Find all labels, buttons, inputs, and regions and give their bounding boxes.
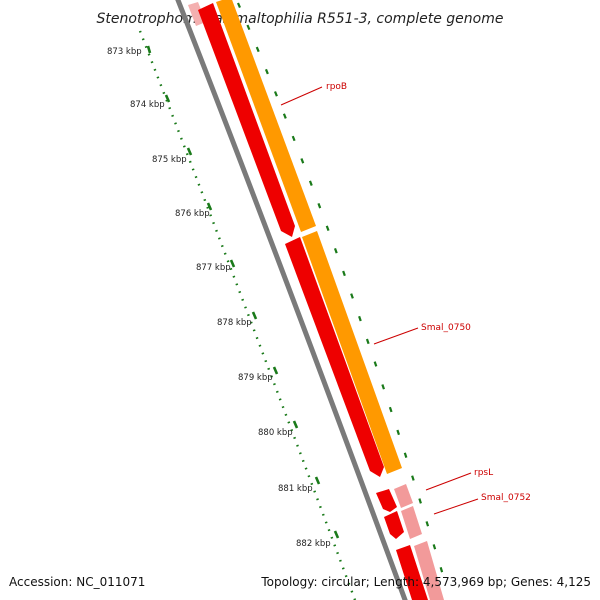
cds-bottom-red — [396, 545, 428, 600]
scale-ticks — [146, 45, 340, 539]
gene-label-leaders — [280, 86, 479, 515]
cds-fragment-top — [188, 2, 206, 26]
cds-smal0752-red — [384, 511, 404, 539]
tick-label-880: 880 kbp — [258, 428, 293, 438]
cds-rpsl-red — [376, 489, 397, 512]
gene-label-smal0750: Smal_0750 — [421, 323, 471, 333]
scale-tick-labels: 873 kbp 874 kbp 875 kbp 876 kbp 877 kbp … — [107, 47, 331, 549]
gene-smal0750-orange — [302, 231, 402, 474]
gene-label-smal0752: Smal_0752 — [481, 493, 531, 503]
scale-ruler-dotted-line — [138, 30, 357, 600]
gene-rpsl-pink — [394, 484, 413, 508]
genome-backbone — [175, 0, 408, 600]
tick-label-878: 878 kbp — [217, 318, 252, 328]
accession-text: Accession: NC_011071 — [9, 575, 145, 589]
tick-label-882: 882 kbp — [296, 539, 331, 549]
gene-smal0752-pink — [401, 506, 422, 539]
tick-label-875: 875 kbp — [152, 155, 187, 165]
cds-smal0750-red — [285, 237, 384, 477]
tick-label-874: 874 kbp — [130, 100, 165, 110]
genome-stats-text: Topology: circular; Length: 4,573,969 bp… — [260, 575, 591, 589]
feature-track-ticks — [236, 2, 448, 586]
tick-label-881: 881 kbp — [278, 484, 313, 494]
gene-bottom-pink — [414, 541, 444, 600]
tick-label-876: 876 kbp — [175, 209, 210, 219]
cds-rpob-red — [198, 3, 295, 237]
genome-title: Stenotrophomonas maltophilia R551-3, com… — [97, 11, 504, 27]
gene-rpob-orange — [216, 0, 316, 232]
tick-label-879: 879 kbp — [238, 373, 273, 383]
tick-label-877: 877 kbp — [196, 263, 231, 273]
gene-label-rpsl: rpsL — [474, 468, 493, 478]
gene-label-rpob: rpoB — [326, 82, 347, 92]
tick-label-873: 873 kbp — [107, 47, 142, 57]
